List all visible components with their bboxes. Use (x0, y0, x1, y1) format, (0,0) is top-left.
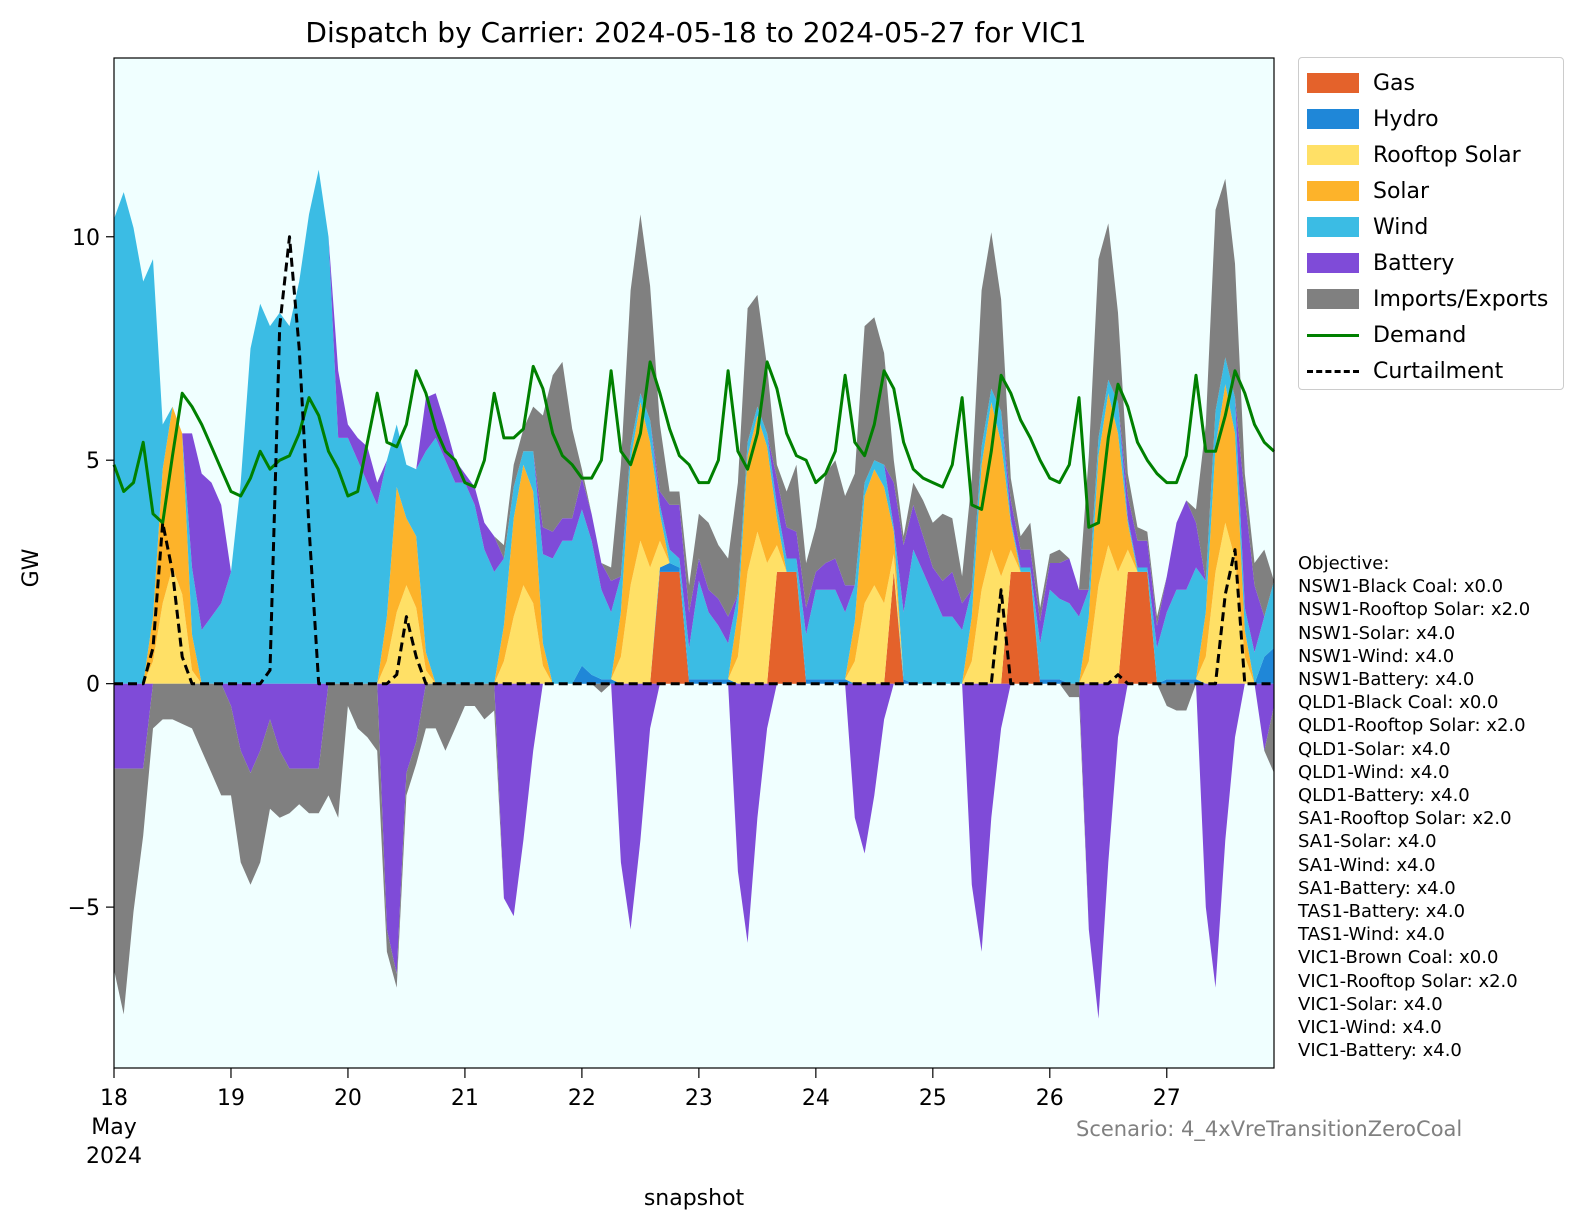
legend-swatch-gas (1307, 73, 1359, 93)
area-battery-neg (114, 683, 1274, 1019)
objective-line: QLD1-Black Coal: x0.0 (1298, 692, 1499, 714)
legend-swatch-wind (1307, 217, 1359, 237)
x-tick-label: 24 (802, 1086, 830, 1111)
chart-title: Dispatch by Carrier: 2024-05-18 to 2024-… (305, 16, 1086, 49)
area-wind-pos (114, 169, 1274, 684)
curtailment-line (114, 235, 1274, 686)
legend-item-curtailment: Curtailment (1307, 356, 1503, 386)
y-tick-label: −5 (68, 896, 100, 921)
x-tick-label: 25 (919, 1086, 947, 1111)
objective-line: TAS1-Battery: x4.0 (1298, 901, 1466, 923)
objective-line: NSW1-Battery: x4.0 (1298, 669, 1475, 691)
legend-swatch-rooftop-solar (1307, 145, 1359, 165)
legend-label-curtailment: Curtailment (1373, 358, 1504, 384)
legend-swatch-solar (1307, 181, 1359, 201)
demand-line (112, 360, 1276, 529)
area-imports-exports-neg (114, 683, 1274, 1019)
legend-item-battery: Battery (1307, 248, 1454, 278)
line-layers (112, 235, 1276, 686)
objective-line: TAS1-Wind: x4.0 (1298, 924, 1445, 946)
legend-item-rooftop-solar: Rooftop Solar (1307, 140, 1521, 170)
legend-label-imports-exports: Imports/Exports (1373, 286, 1549, 312)
y-tick-label: 10 (72, 226, 100, 251)
legend-swatch-battery (1307, 253, 1359, 273)
x-axis: 18 May 2024 19 20 21 22 23 24 25 26 27 (86, 1068, 1181, 1169)
legend-item-imports-exports: Imports/Exports (1307, 284, 1548, 314)
x-axis-label: snapshot (644, 1186, 745, 1211)
objective-line: SA1-Solar: x4.0 (1298, 831, 1437, 853)
area-imports-exports-pos (114, 169, 1274, 626)
area-rooftop-solar-pos (114, 522, 1274, 684)
x-tick-label: 22 (568, 1086, 596, 1111)
y-tick-label: 0 (86, 673, 100, 698)
y-axis: −5 0 5 10 (68, 226, 114, 921)
y-axis-label: GW (19, 548, 44, 587)
legend-label-rooftop-solar: Rooftop Solar (1373, 142, 1521, 168)
area-solar-pos (114, 384, 1274, 684)
x-tick-label: 18 May 2024 (86, 1086, 142, 1169)
x-tick-label: 23 (685, 1086, 713, 1111)
legend-item-wind: Wind (1307, 212, 1428, 242)
objective-line: NSW1-Rooftop Solar: x2.0 (1298, 599, 1531, 621)
objective-line: VIC1-Wind: x4.0 (1298, 1017, 1442, 1039)
legend-line-curtailment (1307, 369, 1359, 373)
x-tick-label: 21 (451, 1086, 479, 1111)
legend-item-gas: Gas (1307, 68, 1415, 98)
objective-line: NSW1-Solar: x4.0 (1298, 622, 1456, 644)
legend-label-gas: Gas (1373, 70, 1415, 96)
legend-line-demand (1307, 333, 1359, 337)
legend: Gas Hydro Rooftop Solar Solar Wind Batte… (1298, 57, 1564, 390)
objective-line: NSW1-Black Coal: x0.0 (1298, 576, 1504, 598)
legend-item-hydro: Hydro (1307, 104, 1439, 134)
legend-item-solar: Solar (1307, 176, 1429, 206)
legend-label-solar: Solar (1373, 178, 1430, 204)
y-tick-label: 5 (86, 449, 100, 474)
legend-label-hydro: Hydro (1373, 106, 1439, 132)
legend-label-battery: Battery (1373, 250, 1455, 276)
scenario-label: Scenario: 4_4xVreTransitionZeroCoal (1076, 1117, 1463, 1141)
area-layers (114, 169, 1274, 1019)
legend-label-wind: Wind (1373, 214, 1429, 240)
objective-line: SA1-Wind: x4.0 (1298, 854, 1436, 876)
objective-line: VIC1-Brown Coal: x0.0 (1298, 947, 1499, 969)
x-tick-label: 26 (1036, 1086, 1064, 1111)
objective-line: VIC1-Battery: x4.0 (1298, 1040, 1462, 1062)
objective-line: NSW1-Wind: x4.0 (1298, 645, 1455, 667)
objective-line: QLD1-Wind: x4.0 (1298, 761, 1450, 783)
objective-heading: Objective: (1298, 553, 1390, 574)
objective-line: QLD1-Rooftop Solar: x2.0 (1298, 715, 1526, 737)
objective-line: SA1-Battery: x4.0 (1298, 877, 1456, 899)
x-tick-label: 19 (217, 1086, 245, 1111)
legend-swatch-hydro (1307, 109, 1359, 129)
x-tick-label: 27 (1153, 1086, 1181, 1111)
legend-swatch-imports-exports (1307, 289, 1359, 309)
legend-label-demand: Demand (1373, 322, 1467, 348)
plot-frame (113, 57, 1275, 1069)
objective-line: VIC1-Solar: x4.0 (1298, 993, 1443, 1015)
objective-box: Objective: NSW1-Black Coal: x0.0 NSW1-Ro… (1298, 552, 1530, 1062)
objective-line: QLD1-Battery: x4.0 (1298, 785, 1470, 807)
objective-line: VIC1-Rooftop Solar: x2.0 (1298, 970, 1518, 992)
objective-line: SA1-Rooftop Solar: x2.0 (1298, 808, 1512, 830)
objective-line: QLD1-Solar: x4.0 (1298, 738, 1451, 760)
legend-item-demand: Demand (1307, 320, 1466, 350)
x-tick-label: 20 (334, 1086, 362, 1111)
